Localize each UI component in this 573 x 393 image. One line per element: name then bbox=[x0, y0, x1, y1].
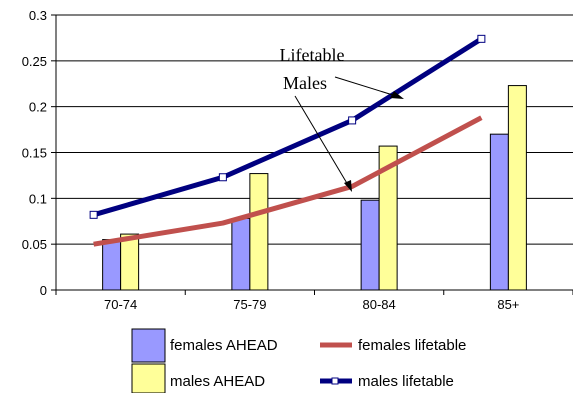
y-tick-label: 0.3 bbox=[29, 8, 47, 23]
line-marker bbox=[218, 173, 227, 182]
legend-marker-males-lifetable bbox=[331, 377, 339, 385]
annotation-arrow-1 bbox=[334, 76, 397, 97]
bar-males-ahead bbox=[120, 233, 140, 291]
bars bbox=[102, 85, 527, 291]
annotation-line2: Males bbox=[283, 73, 327, 93]
line-marker bbox=[89, 210, 98, 219]
y-tick-label: 0.15 bbox=[22, 146, 47, 161]
line-females-lifetable bbox=[93, 115, 483, 247]
annotation-arrow-2 bbox=[294, 95, 349, 186]
y-tick-label: 0.2 bbox=[29, 100, 47, 115]
bar-females-ahead bbox=[231, 218, 251, 291]
bar-females-ahead bbox=[102, 239, 122, 291]
annotation-line1: Lifetable bbox=[280, 45, 345, 65]
y-tick-label: 0.1 bbox=[29, 191, 47, 206]
annotation: Lifetable Males bbox=[280, 45, 404, 192]
bar-females-ahead bbox=[360, 199, 380, 291]
x-tick-label: 85+ bbox=[497, 297, 519, 312]
y-tick-label: 0.05 bbox=[22, 237, 47, 252]
x-tick-label: 70-74 bbox=[104, 297, 137, 312]
y-axis-ticks: 0 0.05 0.1 0.15 0.2 0.25 0.3 bbox=[22, 8, 56, 298]
x-axis-ticks: 70-74 75-79 80-84 85+ bbox=[55, 290, 573, 312]
legend-label-females-ahead: females AHEAD bbox=[170, 337, 278, 354]
legend-swatch-females-ahead bbox=[131, 328, 166, 363]
legend-label-females-lifetable: females lifetable bbox=[358, 337, 466, 354]
bar-males-ahead bbox=[249, 173, 269, 291]
annotation-arrowhead-2 bbox=[344, 180, 352, 192]
y-tick-label: 0 bbox=[40, 283, 47, 298]
series-lines bbox=[89, 34, 486, 247]
x-tick-label: 80-84 bbox=[363, 297, 396, 312]
legend: females AHEAD females lifetable males AH… bbox=[131, 328, 466, 393]
bar-females-ahead bbox=[489, 133, 509, 291]
line-marker bbox=[477, 34, 486, 43]
legend-label-males-ahead: males AHEAD bbox=[170, 373, 265, 390]
annotation-arrowhead-1 bbox=[390, 91, 404, 99]
legend-label-males-lifetable: males lifetable bbox=[358, 373, 454, 390]
axes bbox=[55, 15, 573, 291]
bar-males-ahead bbox=[507, 85, 527, 291]
x-tick-label: 75-79 bbox=[233, 297, 266, 312]
line-marker bbox=[348, 116, 357, 125]
legend-swatch-males-ahead bbox=[131, 363, 166, 393]
line-males-lifetable bbox=[92, 36, 483, 218]
y-tick-label: 0.25 bbox=[22, 54, 47, 69]
